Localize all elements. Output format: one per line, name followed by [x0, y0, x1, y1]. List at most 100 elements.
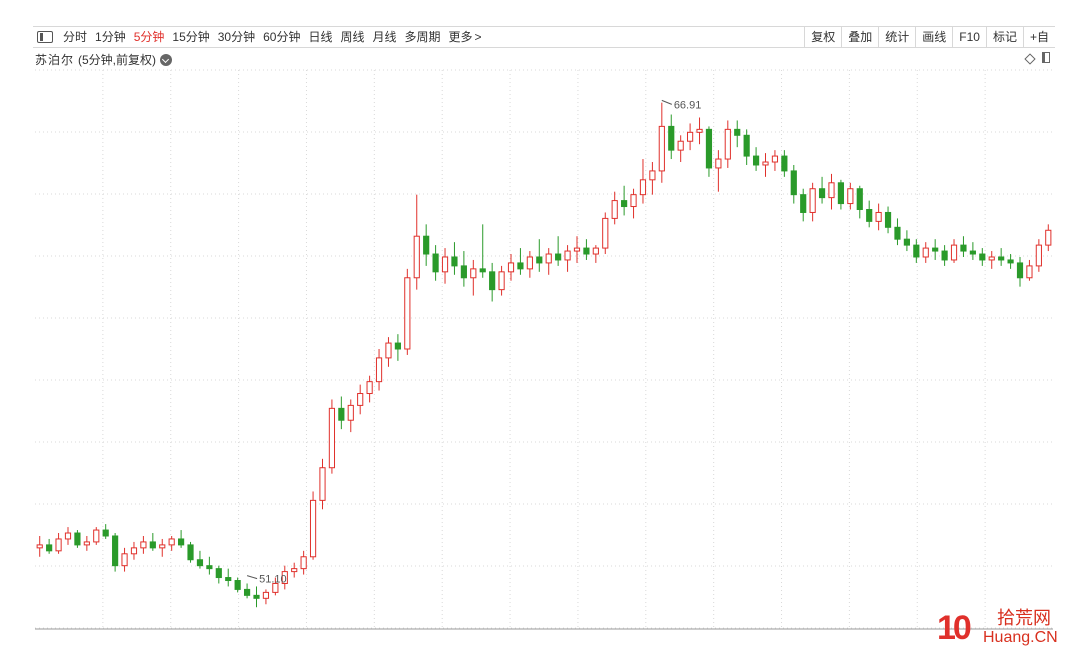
period-tab-multi[interactable]: 多周期: [404, 30, 441, 44]
add-custom-button[interactable]: +自: [1022, 27, 1055, 47]
candle: [771, 150, 779, 171]
candle: [988, 251, 995, 269]
candle: [375, 349, 383, 391]
draw-line-button[interactable]: 画线: [915, 27, 952, 47]
sidebar-toggle-icon[interactable]: [37, 31, 53, 43]
candle-body: [1007, 259, 1014, 264]
candle: [837, 179, 845, 210]
candle-body: [328, 407, 336, 469]
candle-body: [64, 532, 72, 540]
candle: [884, 206, 892, 234]
candle-body: [272, 582, 279, 593]
candle: [649, 162, 656, 195]
candle-body: [385, 342, 392, 359]
candle-body: [159, 544, 166, 549]
candle-body: [960, 244, 967, 252]
period-tab-1min[interactable]: 1分钟: [95, 30, 126, 44]
candle: [545, 248, 552, 275]
statistics-button[interactable]: 统计: [878, 27, 915, 47]
candle: [913, 239, 920, 263]
candle-body: [837, 182, 845, 205]
watermark-logo: 10 拾荒网 Huang.CN: [937, 608, 1077, 650]
dropdown-circle-icon[interactable]: [160, 53, 173, 66]
candle: [159, 538, 166, 557]
candle: [734, 120, 741, 148]
candle-body: [1016, 262, 1024, 279]
candle: [828, 173, 835, 210]
candle: [432, 245, 439, 281]
candle-body: [734, 128, 741, 136]
candle-body: [894, 226, 901, 240]
period-tab-intraday[interactable]: 分时: [63, 30, 88, 44]
candle: [328, 399, 336, 474]
candle-body: [847, 188, 854, 205]
candle: [46, 538, 53, 554]
candle: [196, 550, 204, 569]
f10-button[interactable]: F10: [952, 27, 986, 47]
candle-body: [526, 256, 533, 270]
candle-body: [1035, 244, 1042, 267]
candle-body: [394, 342, 401, 350]
candle: [969, 242, 976, 260]
candle: [206, 556, 213, 575]
candle: [121, 547, 128, 572]
candle: [658, 102, 665, 183]
candle: [93, 527, 100, 545]
candle-body: [74, 532, 81, 546]
candle-body: [291, 568, 298, 573]
panel-icon[interactable]: [1042, 52, 1050, 63]
candle-body: [696, 128, 703, 133]
candle-body: [55, 538, 62, 552]
candle: [781, 150, 788, 177]
period-tab-15min[interactable]: 15分钟: [172, 30, 210, 44]
candle: [696, 117, 703, 145]
candle: [262, 589, 270, 605]
candle: [74, 530, 81, 548]
candle: [36, 535, 43, 557]
candle-body: [564, 250, 571, 261]
candle: [272, 577, 279, 596]
mark-button[interactable]: 标记: [985, 27, 1023, 47]
candle: [168, 535, 175, 551]
watermark-logo-mark: 10: [937, 609, 972, 647]
candle: [507, 254, 515, 281]
candle-body: [366, 381, 373, 395]
candle: [413, 194, 420, 290]
candle-body: [677, 140, 684, 151]
candle-body: [545, 253, 552, 264]
period-tab-30min[interactable]: 30分钟: [217, 30, 256, 44]
period-tab-weekly[interactable]: 周线: [340, 30, 365, 44]
candle: [903, 230, 910, 252]
adjust-button[interactable]: 复权: [804, 27, 841, 47]
chart-subtitle: 苏泊尔 (5分钟,前复权): [35, 51, 173, 68]
candle-body: [922, 247, 929, 258]
period-tab-60min[interactable]: 60分钟: [263, 30, 301, 44]
candle: [1045, 224, 1052, 252]
period-tab-5min[interactable]: 5分钟: [133, 30, 165, 44]
overlay-button[interactable]: 叠加: [841, 27, 878, 47]
candle: [894, 218, 901, 246]
candle: [573, 236, 581, 263]
candle-body: [36, 544, 43, 549]
candle: [583, 239, 590, 260]
period-tab-monthly[interactable]: 月线: [372, 30, 397, 44]
candle: [234, 577, 241, 593]
candle-body: [83, 541, 90, 546]
candle: [470, 259, 477, 296]
candle: [960, 236, 967, 257]
candle: [602, 212, 609, 255]
candle: [677, 135, 684, 163]
candle: [932, 239, 939, 260]
candle: [809, 182, 816, 222]
candle: [687, 123, 694, 151]
candle-body: [234, 580, 241, 590]
candle: [998, 248, 1005, 266]
period-tab-more[interactable]: 更多 >: [445, 27, 486, 47]
candle-body: [460, 265, 467, 279]
candle: [743, 129, 750, 165]
period-tab-daily[interactable]: 日线: [308, 30, 333, 44]
candle: [149, 533, 156, 551]
candles: [36, 102, 1052, 608]
candle-body: [800, 194, 807, 213]
candle-body: [621, 200, 628, 208]
